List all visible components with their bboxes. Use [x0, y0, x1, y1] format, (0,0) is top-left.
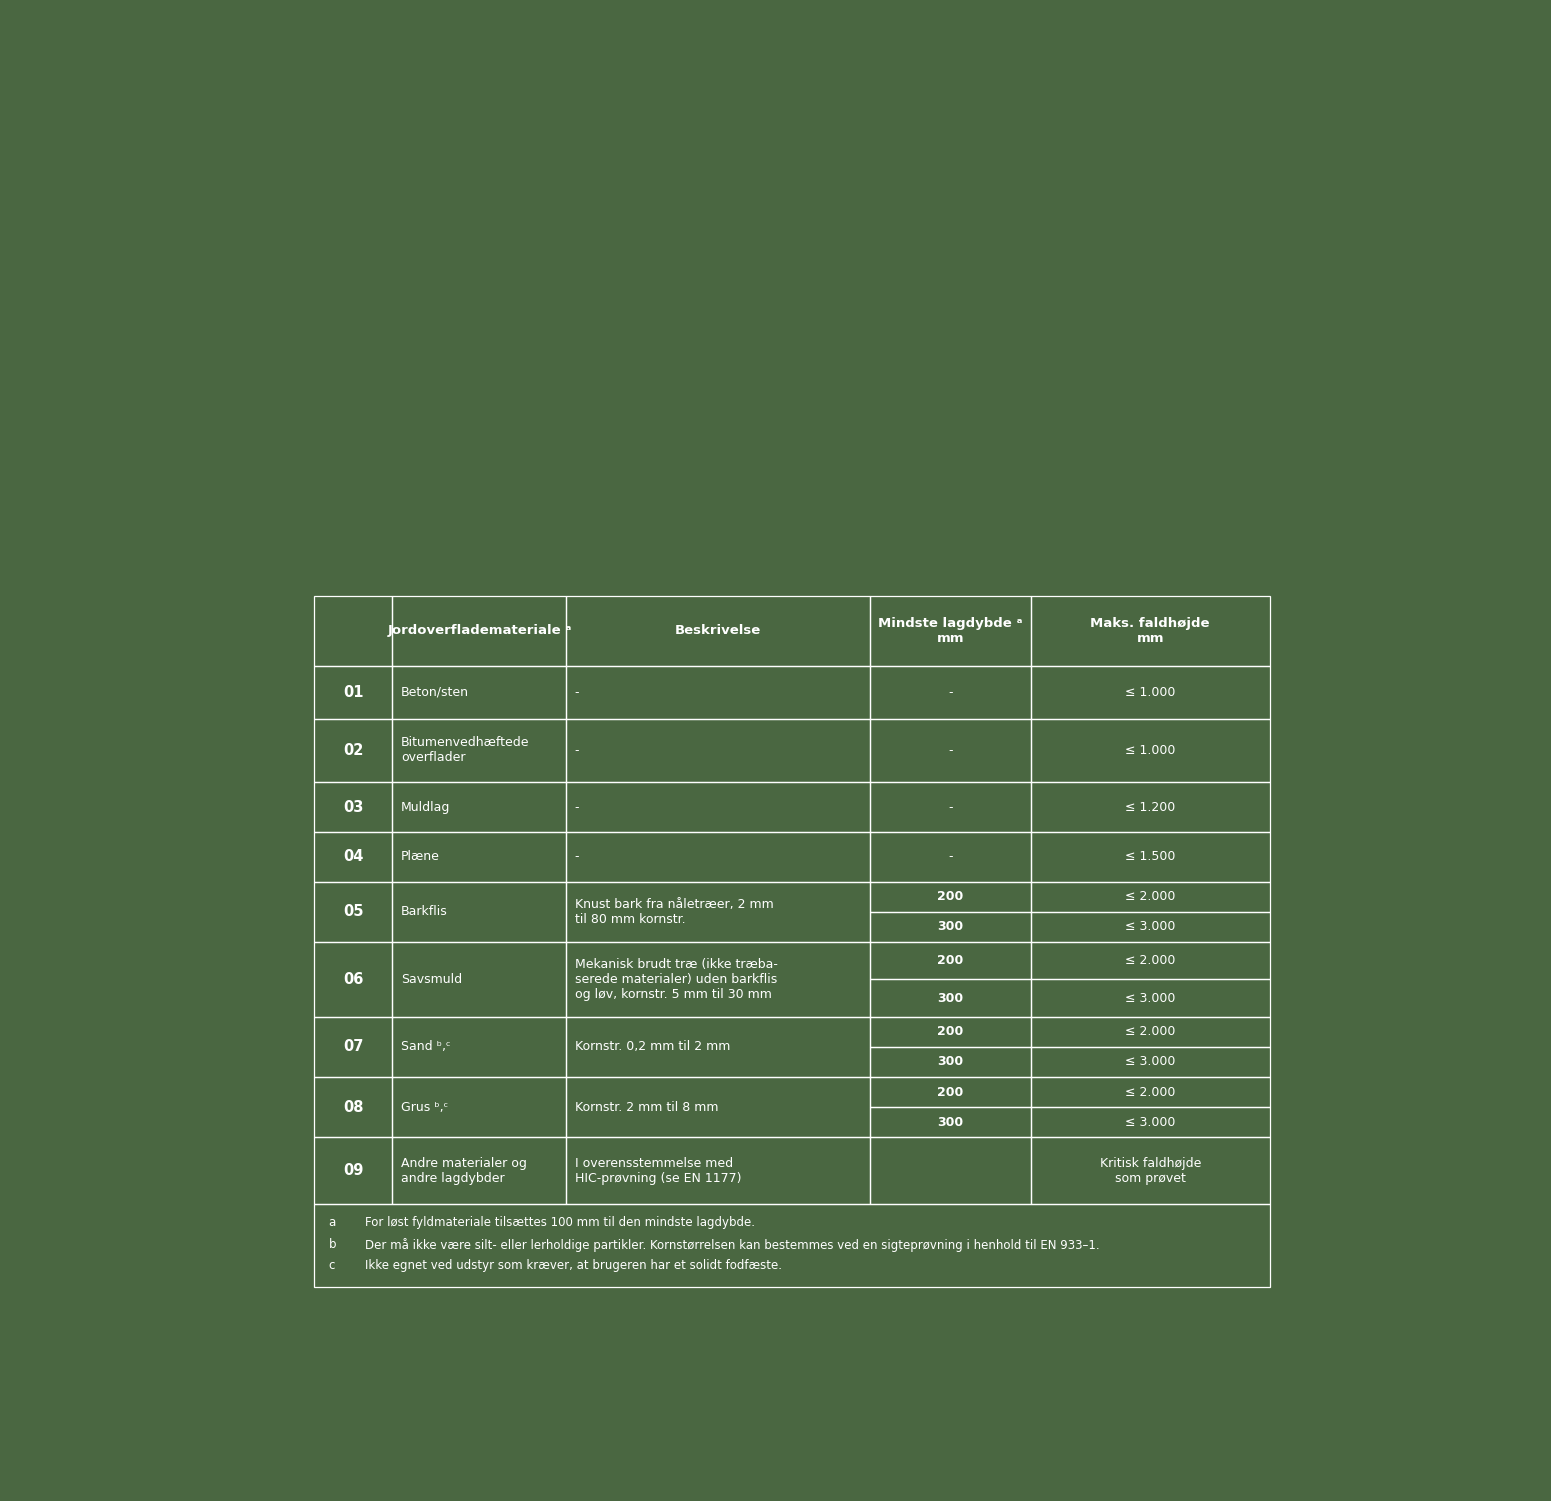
Text: Kornstr. 2 mm til 8 mm: Kornstr. 2 mm til 8 mm: [575, 1100, 718, 1114]
Text: c: c: [329, 1259, 335, 1273]
Text: 200: 200: [937, 955, 963, 967]
Text: b: b: [329, 1238, 337, 1250]
Text: I overensstemmelse med
HIC-prøvning (se EN 1177): I overensstemmelse med HIC-prøvning (se …: [575, 1157, 741, 1184]
Text: 200: 200: [937, 890, 963, 904]
Text: 02: 02: [343, 743, 363, 758]
Text: ≤ 1.000: ≤ 1.000: [1124, 744, 1176, 757]
Text: -: -: [948, 851, 952, 863]
Text: 08: 08: [343, 1100, 363, 1115]
Text: Barkflis: Barkflis: [400, 905, 448, 919]
Text: Savsmuld: Savsmuld: [400, 973, 462, 986]
Text: Mekanisk brudt træ (ikke træba-
serede materialer) uden barkflis
og løv, kornstr: Mekanisk brudt træ (ikke træba- serede m…: [575, 958, 777, 1001]
Text: -: -: [575, 800, 579, 814]
Text: Beskrivelse: Beskrivelse: [675, 624, 762, 638]
Text: ≤ 1.200: ≤ 1.200: [1124, 800, 1176, 814]
Text: ≤ 2.000: ≤ 2.000: [1124, 1085, 1176, 1099]
Text: -: -: [948, 744, 952, 757]
Text: 09: 09: [343, 1163, 363, 1178]
Text: -: -: [575, 686, 579, 698]
Text: 300: 300: [937, 1055, 963, 1069]
Text: 200: 200: [937, 1085, 963, 1099]
Text: Jordoverflademateriale ᵃ: Jordoverflademateriale ᵃ: [388, 624, 572, 638]
Text: Kornstr. 0,2 mm til 2 mm: Kornstr. 0,2 mm til 2 mm: [575, 1040, 731, 1054]
Text: -: -: [948, 686, 952, 698]
Text: a: a: [329, 1216, 335, 1229]
Text: ≤ 2.000: ≤ 2.000: [1124, 1025, 1176, 1039]
Text: 04: 04: [343, 850, 363, 865]
Text: For løst fyldmateriale tilsættes 100 mm til den mindste lagdybde.: For løst fyldmateriale tilsættes 100 mm …: [364, 1216, 755, 1229]
Text: Der må ikke være silt- eller lerholdige partikler. Kornstørrelsen kan bestemmes : Der må ikke være silt- eller lerholdige …: [364, 1238, 1100, 1252]
Text: Ikke egnet ved udstyr som kræver, at brugeren har et solidt fodfæste.: Ikke egnet ved udstyr som kræver, at bru…: [364, 1259, 782, 1273]
Text: ≤ 3.000: ≤ 3.000: [1124, 1115, 1176, 1129]
Text: ≤ 2.000: ≤ 2.000: [1124, 890, 1176, 904]
Text: 300: 300: [937, 920, 963, 934]
Text: ≤ 1.500: ≤ 1.500: [1124, 851, 1176, 863]
Text: Mindste lagdybde ᵃ
mm: Mindste lagdybde ᵃ mm: [878, 617, 1022, 645]
Text: -: -: [575, 744, 579, 757]
Text: Muldlag: Muldlag: [400, 800, 450, 814]
Text: Sand ᵇ,ᶜ: Sand ᵇ,ᶜ: [400, 1040, 450, 1054]
Text: 300: 300: [937, 992, 963, 1004]
Text: 300: 300: [937, 1115, 963, 1129]
Text: 07: 07: [343, 1040, 363, 1054]
Text: Maks. faldhøjde
mm: Maks. faldhøjde mm: [1090, 617, 1210, 645]
Text: Grus ᵇ,ᶜ: Grus ᵇ,ᶜ: [400, 1100, 448, 1114]
Text: ≤ 3.000: ≤ 3.000: [1124, 1055, 1176, 1069]
Text: 200: 200: [937, 1025, 963, 1039]
Text: ≤ 3.000: ≤ 3.000: [1124, 920, 1176, 934]
Text: 05: 05: [343, 904, 363, 919]
Text: ≤ 3.000: ≤ 3.000: [1124, 992, 1176, 1004]
Text: 03: 03: [343, 800, 363, 815]
Text: 01: 01: [343, 684, 363, 699]
Text: Andre materialer og
andre lagdybder: Andre materialer og andre lagdybder: [400, 1157, 527, 1184]
Text: Knust bark fra nåletræer, 2 mm
til 80 mm kornstr.: Knust bark fra nåletræer, 2 mm til 80 mm…: [575, 898, 774, 926]
Text: -: -: [948, 800, 952, 814]
Text: Kritisk faldhøjde
som prøvet: Kritisk faldhøjde som prøvet: [1100, 1157, 1200, 1184]
Text: Beton/sten: Beton/sten: [400, 686, 468, 698]
Text: ≤ 2.000: ≤ 2.000: [1124, 955, 1176, 967]
Text: -: -: [575, 851, 579, 863]
Text: Plæne: Plæne: [400, 851, 440, 863]
Text: ≤ 1.000: ≤ 1.000: [1124, 686, 1176, 698]
Text: 06: 06: [343, 971, 363, 986]
Text: Bitumenvedhæftede
overflader: Bitumenvedhæftede overflader: [400, 737, 529, 764]
